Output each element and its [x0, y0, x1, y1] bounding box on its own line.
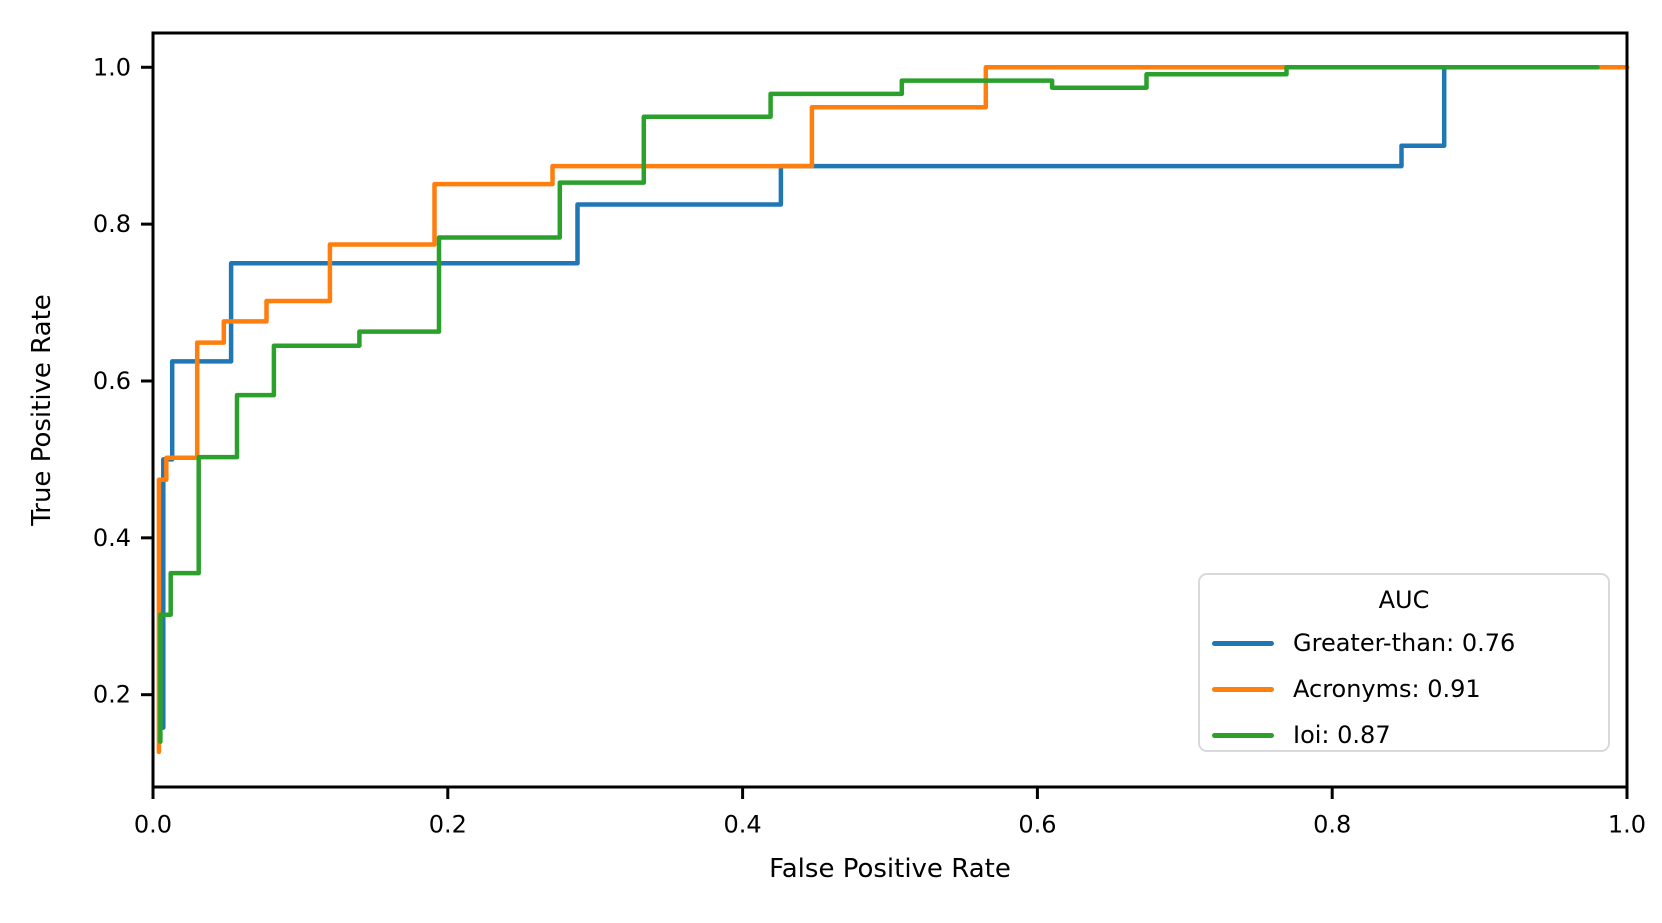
- y-tick-label: 1.0: [93, 53, 131, 81]
- legend: AUC Greater-than: 0.76 Acronyms: 0.91 Ioi:…: [1198, 573, 1610, 752]
- legend-title: AUC: [1378, 586, 1430, 614]
- legend-entry: Acronyms: 0.91: [1200, 666, 1608, 712]
- y-axis-label: True Positive Rate: [27, 294, 57, 527]
- legend-rows: Greater-than: 0.76 Acronyms: 0.91 Ioi: 0.8…: [1200, 620, 1608, 758]
- y-tick-label: 0.2: [93, 681, 131, 709]
- y-tick-label: 0.4: [93, 524, 131, 552]
- x-axis-label: False Positive Rate: [769, 854, 1011, 884]
- legend-label: Acronyms: 0.91: [1293, 675, 1481, 703]
- y-tick-label: 0.8: [93, 210, 131, 238]
- legend-label: Greater-than: 0.76: [1293, 629, 1516, 657]
- legend-label: Ioi: 0.87: [1293, 721, 1391, 749]
- x-tick-label: 0.0: [134, 811, 172, 839]
- series-line-acronyms: [156, 65, 1630, 755]
- y-tick-label: 0.6: [93, 367, 131, 395]
- x-tick-label: 1.0: [1608, 811, 1646, 839]
- legend-line-swatch: [1212, 732, 1274, 738]
- series-line-greater-than: [161, 65, 1630, 730]
- plot-border: [151, 31, 1629, 789]
- series-line-ioi: [158, 65, 1600, 744]
- x-tick-label: 0.4: [724, 811, 762, 839]
- ticks-group: 0.0 0.2 0.4 0.6 0.8 1.0 0.2 0.4 0.6 0.8 1.0: [93, 53, 1646, 838]
- x-tick-label: 0.6: [1018, 811, 1056, 839]
- x-tick-label: 0.2: [429, 811, 467, 839]
- legend-line-swatch: [1212, 686, 1274, 692]
- legend-line-swatch: [1212, 640, 1274, 646]
- series-group: [156, 65, 1630, 755]
- legend-entry: Greater-than: 0.76: [1200, 620, 1608, 666]
- x-tick-label: 0.8: [1313, 811, 1351, 839]
- legend-entry: Ioi: 0.87: [1200, 712, 1608, 758]
